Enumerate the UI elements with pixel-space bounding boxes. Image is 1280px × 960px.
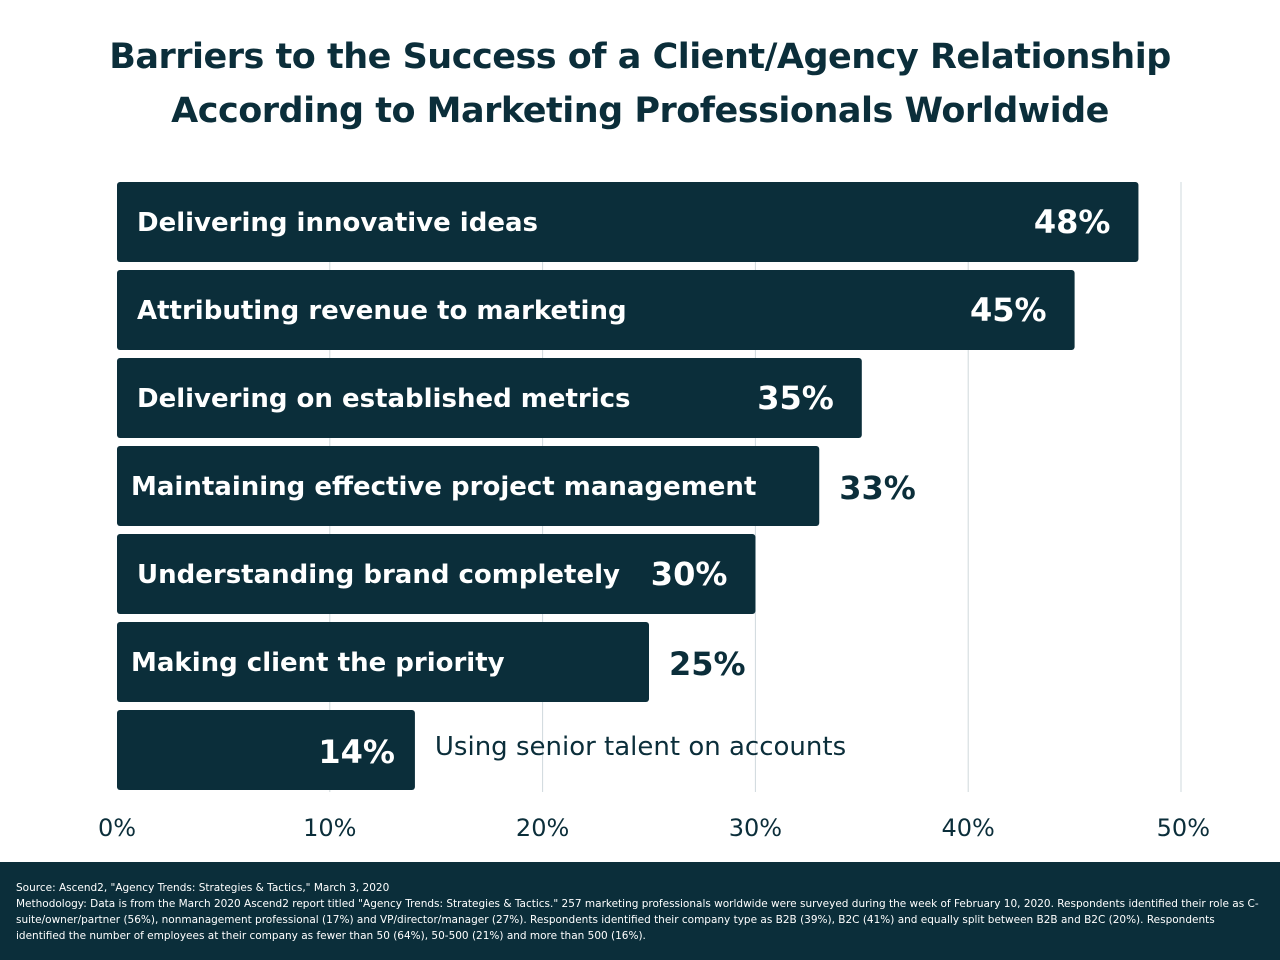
bar: [117, 710, 415, 790]
bar: [117, 358, 862, 438]
bar-value-label: 30%: [651, 555, 728, 593]
bar-value-label: 45%: [970, 291, 1047, 329]
x-tick-label: 40%: [942, 814, 995, 842]
bar: [117, 446, 820, 526]
bar-category-label: Making client the priority: [131, 648, 505, 678]
x-axis-ticks: 0% 10% 20% 30% 40% 50%: [98, 814, 1210, 842]
bar-category-label: Understanding brand completely: [137, 560, 620, 590]
x-tick-label: 20%: [516, 814, 569, 842]
bar-value-label: 25%: [669, 645, 746, 683]
bar-category-label: Maintaining effective project management: [131, 472, 756, 502]
bar-category-label: Using senior talent on accounts: [435, 732, 846, 762]
bar-value-label: 14%: [318, 733, 395, 771]
bar: [117, 534, 756, 614]
x-tick-label: 30%: [729, 814, 782, 842]
bar-chart: Delivering innovative ideas 48% Attributin…: [98, 182, 1210, 842]
bar-category-label: Attributing revenue to marketing: [137, 296, 627, 326]
chart-title-line-2: According to Marketing Professionals Wor…: [171, 91, 1109, 131]
bars: Delivering innovative ideas 48% Attributin…: [117, 182, 1139, 790]
chart-title-line-1: Barriers to the Success of a Client/Agen…: [109, 37, 1171, 77]
bar: [117, 182, 1139, 262]
bar-category-label: Delivering innovative ideas: [137, 208, 538, 238]
x-tick-label: 0%: [98, 814, 136, 842]
x-tick-label: 10%: [303, 814, 356, 842]
source-note: Source: Ascend2, "Agency Trends: Strateg…: [16, 882, 390, 894]
x-tick-label: 50%: [1157, 814, 1210, 842]
chart-title: Barriers to the Success of a Client/Agen…: [0, 30, 1280, 138]
bar-value-label: 33%: [839, 469, 916, 507]
bar: [117, 270, 1075, 350]
methodology-note: Methodology: Data is from the March 2020…: [16, 898, 1259, 942]
footer: Source: Ascend2, "Agency Trends: Strateg…: [0, 862, 1280, 960]
bar-value-label: 48%: [1034, 203, 1111, 241]
bar-category-label: Delivering on established metrics: [137, 384, 631, 414]
bar: [117, 622, 649, 702]
bar-value-label: 35%: [757, 379, 834, 417]
